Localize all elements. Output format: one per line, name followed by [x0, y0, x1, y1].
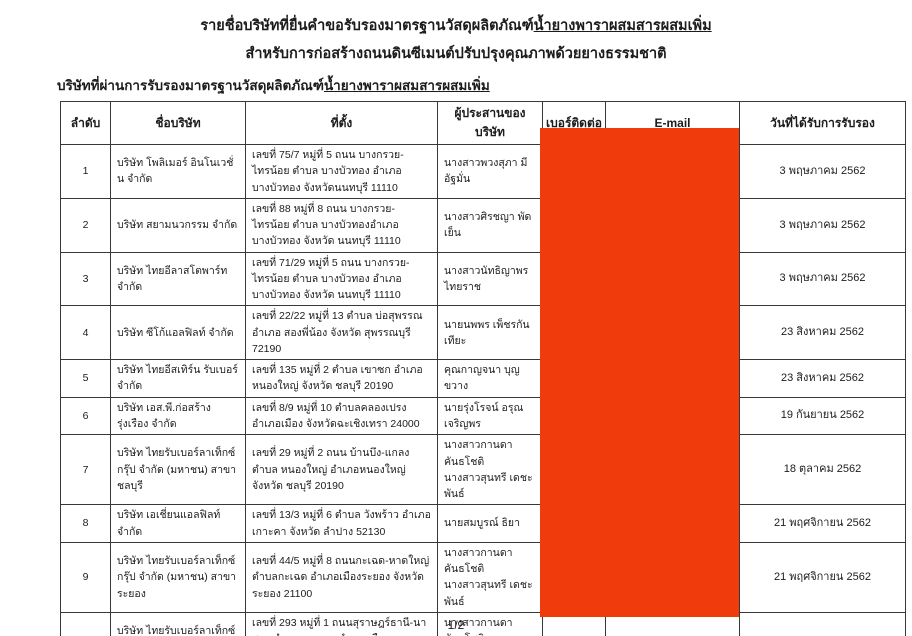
- cell-date: 3 พฤษภาคม 2562: [739, 197, 906, 253]
- cell-date: 19 กันยายน 2562: [739, 396, 906, 436]
- cell-date: 21 พฤศจิกายน 2562: [739, 611, 906, 636]
- cell-company: บริษัท เอเชี่ยนแอลฟิลท์ จำกัด: [110, 504, 246, 543]
- cell-no: 2: [60, 197, 111, 253]
- cell-address: เลขที่ 44/5 หมู่ที่ 8 ถนนกะเฉด-หาดใหญ่ ต…: [245, 541, 438, 613]
- cell-date: 23 สิงหาคม 2562: [739, 359, 906, 398]
- table-row: 10 บริษัท ไทยรับเบอร์ลาเท็กซ์กรุ๊ป จำกัด…: [60, 611, 906, 636]
- section-heading: บริษัทที่ผ่านการรับรองมาตรฐานวัสดุผลิตภั…: [57, 74, 912, 96]
- cell-contact: นางสาวกานดา คันธโชติ นางสาวสุนทรี เดชะพั…: [437, 611, 543, 636]
- cell-address: เลขที่ 75/7 หมู่ที่ 5 ถนน บางกรวย-ไทรน้อ…: [245, 144, 438, 199]
- table-row: 7 บริษัท ไทยรับเบอร์ลาเท็กซ์กรุ๊ป จำกัด …: [60, 434, 906, 506]
- section-heading-prefix: บริษัทที่ผ่านการรับรองมาตรฐานวัสดุผลิตภั…: [57, 78, 324, 93]
- column-header-contact: ผู้ประสานของบริษัท: [437, 101, 543, 145]
- cell-address: เลขที่ 29 หมู่ที่ 2 ถนน บ้านบึง-แกลง ตำบ…: [245, 434, 438, 506]
- table-row: 8 บริษัท เอเชี่ยนแอลฟิลท์ จำกัด เลขที่ 1…: [60, 504, 906, 543]
- cell-no: 3: [60, 251, 111, 307]
- cell-contact: นางสาวนัทธิญาพร ไทยราช: [437, 251, 543, 307]
- cell-company: บริษัท ไทยอีลาสโตพาร์ท จำกัด: [110, 251, 246, 307]
- cell-company: บริษัท สยามนวกรรม จำกัด: [110, 197, 246, 253]
- cell-date: 21 พฤศจิกายน 2562: [739, 541, 906, 613]
- column-header-date: วันที่ได้รับการรับรอง: [739, 101, 906, 145]
- table-row: 1 บริษัท โพลิเมอร์ อินโนเวชั่น จำกัด เลข…: [60, 144, 906, 199]
- column-header-company: ชื่อบริษัท: [110, 101, 246, 145]
- cell-no: 8: [60, 504, 111, 543]
- cell-date: 21 พฤศจิกายน 2562: [739, 504, 906, 543]
- title-block: รายชื่อบริษัทที่ยื่นคำขอรับรองมาตรฐานวัส…: [0, 0, 912, 68]
- page-title-line2: สำหรับการก่อสร้างถนนดินซีเมนต์ปรับปรุงคุ…: [245, 46, 667, 62]
- cell-company: บริษัท ไทยรับเบอร์ลาเท็กซ์กรุ๊ป จำกัด (ม…: [110, 434, 246, 506]
- cell-contact: คุณกาญจนา บุญขวาง: [437, 359, 543, 398]
- table-row: 9 บริษัท ไทยรับเบอร์ลาเท็กซ์กรุ๊ป จำกัด …: [60, 541, 906, 613]
- cell-contact: นางสาวพวงสุภา มีอัฐมั่น: [437, 144, 543, 199]
- cell-no: 5: [60, 359, 111, 398]
- redaction-overlay: [540, 128, 739, 617]
- cell-address: เลขที่ 22/22 หมู่ที่ 13 ตำบล บ่อสุพรรณ อ…: [245, 305, 438, 361]
- cell-no: 9: [60, 541, 111, 613]
- cell-contact: นายนพพร เพ็ชรกันเทียะ: [437, 305, 543, 361]
- title-line1-underlined: น้ำยางพาราผสมสารผสมเพิ่ม: [533, 18, 712, 34]
- certification-table: ลำดับ ชื่อบริษัท ที่ตั้ง ผู้ประสานของบริ…: [60, 101, 906, 636]
- cell-company: บริษัท โพลิเมอร์ อินโนเวชั่น จำกัด: [110, 144, 246, 199]
- cell-address: เลขที่ 13/3 หมู่ที่ 6 ตำบล วังพร้าว อำเภ…: [245, 504, 438, 543]
- cell-contact: นายรุ่งโรจน์ อรุณเจริญพร: [437, 396, 543, 436]
- page-number: 1/2: [447, 618, 465, 632]
- cell-company: บริษัท ไทยอีสเทิร์น รับเบอร์ จำกัด: [110, 359, 246, 398]
- table-row: 5 บริษัท ไทยอีสเทิร์น รับเบอร์ จำกัด เลข…: [60, 359, 906, 398]
- table-row: 6 บริษัท เอส.พี.ก่อสร้างรุ่งเรือง จำกัด …: [60, 396, 906, 436]
- cell-address: เลขที่ 293 หมู่ที่ 1 ถนนสุราษฎร์ธานี-นาส…: [245, 611, 438, 636]
- table-body: 1 บริษัท โพลิเมอร์ อินโนเวชั่น จำกัด เลข…: [60, 144, 906, 636]
- section-heading-underlined: น้ำยางพาราผสมสารผสมเพิ่ม: [323, 78, 490, 93]
- cell-contact: นายสมบูรณ์ ธิยา: [437, 504, 543, 543]
- cell-date: 3 พฤษภาคม 2562: [739, 144, 906, 199]
- cell-address: เลขที่ 71/29 หมู่ที่ 5 ถนน บางกรวย-ไทรน้…: [245, 251, 438, 307]
- column-header-address: ที่ตั้ง: [245, 101, 438, 145]
- cell-contact: นางสาวศิรชญา พัดเย็น: [437, 197, 543, 253]
- column-header-no: ลำดับ: [60, 101, 111, 145]
- cell-company: บริษัท ไทยรับเบอร์ลาเท็กซ์กรุ๊ป จำกัด (ม…: [110, 541, 246, 613]
- cell-no: 4: [60, 305, 111, 361]
- table-row: 3 บริษัท ไทยอีลาสโตพาร์ท จำกัด เลขที่ 71…: [60, 251, 906, 307]
- cell-no: 7: [60, 434, 111, 506]
- table-row: 2 บริษัท สยามนวกรรม จำกัด เลขที่ 88 หมู่…: [60, 197, 906, 253]
- cell-address: เลขที่ 88 หมู่ที่ 8 ถนน บางกรวย-ไทรน้อย …: [245, 197, 438, 253]
- cell-date: 18 ตุลาคม 2562: [739, 434, 906, 506]
- cell-company: บริษัท ไทยรับเบอร์ลาเท็กซ์กรุ๊ป จำกัด (ม…: [110, 611, 246, 636]
- cell-company: บริษัท ซีโก้แอลฟิลท์ จำกัด: [110, 305, 246, 361]
- cell-no: 6: [60, 396, 111, 436]
- table-row: 4 บริษัท ซีโก้แอลฟิลท์ จำกัด เลขที่ 22/2…: [60, 305, 906, 361]
- title-line1-prefix: รายชื่อบริษัทที่ยื่นคำขอรับรองมาตรฐานวัส…: [200, 18, 534, 34]
- cell-date: 3 พฤษภาคม 2562: [739, 251, 906, 307]
- cell-contact: นางสาวกานดา คันธโชติ นางสาวสุนทรี เดชะพั…: [437, 434, 543, 506]
- cell-date: 23 สิงหาคม 2562: [739, 305, 906, 361]
- cell-company: บริษัท เอส.พี.ก่อสร้างรุ่งเรือง จำกัด: [110, 396, 246, 436]
- cell-contact: นางสาวกานดา คันธโชติ นางสาวสุนทรี เดชะพั…: [437, 541, 543, 613]
- cell-address: เลขที่ 135 หมู่ที่ 2 ตำบล เขาซก อำเภอหนอ…: [245, 359, 438, 398]
- table-header-row: ลำดับ ชื่อบริษัท ที่ตั้ง ผู้ประสานของบริ…: [60, 101, 906, 145]
- page-title-line1: รายชื่อบริษัทที่ยื่นคำขอรับรองมาตรฐานวัส…: [0, 12, 912, 40]
- cell-address: เลขที่ 8/9 หมู่ที่ 10 ตำบลคลองเปรง อำเภอ…: [245, 396, 438, 436]
- cell-no: 1: [60, 144, 111, 199]
